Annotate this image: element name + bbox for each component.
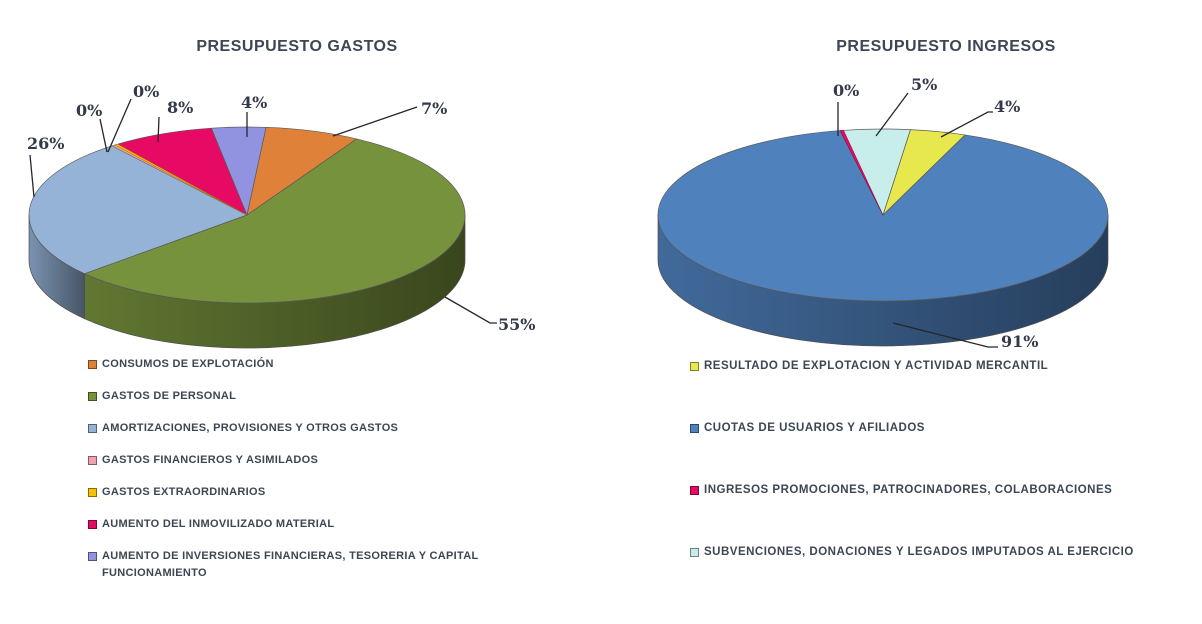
pct-label: 4% (994, 97, 1020, 116)
leader-line (332, 106, 418, 137)
pct-label: 55% (498, 315, 535, 334)
pie-slice-zero (839, 130, 884, 216)
leader-line (107, 98, 132, 153)
pie-slice-zero (114, 143, 248, 216)
legend-item: SUBVENCIONES, DONACIONES Y LEGADOS IMPUT… (690, 544, 1158, 561)
leader-line (157, 116, 160, 143)
legend-label: GASTOS EXTRAORDINARIOS (102, 486, 266, 498)
gastos-legend: CONSUMOS DE EXPLOTACIÓN GASTOS DE PERSON… (88, 356, 528, 597)
pct-label: 8% (167, 98, 193, 117)
leader-line (892, 322, 998, 348)
legend-item: GASTOS EXTRAORDINARIOS (88, 484, 528, 501)
legend-swatch (88, 424, 97, 433)
pct-label: 7% (421, 99, 447, 118)
pie-slice (210, 126, 267, 217)
legend-label: GASTOS FINANCIEROS Y ASIMILADOS (102, 454, 319, 466)
legend-label: RESULTADO DE EXPLOTACION Y ACTIVIDAD MER… (704, 360, 1049, 372)
pie-slice (657, 130, 1109, 302)
legend-item: CUOTAS DE USUARIOS Y AFILIADOS (690, 420, 1158, 437)
legend-item: GASTOS FINANCIEROS Y ASIMILADOS (88, 452, 528, 469)
pct-label: 91% (1001, 332, 1038, 351)
legend-item: RESULTADO DE EXPLOTACION Y ACTIVIDAD MER… (690, 358, 1158, 375)
legend-label: CONSUMOS DE EXPLOTACIÓN (102, 358, 274, 370)
legend-label: CUOTAS DE USUARIOS Y AFILIADOS (704, 422, 925, 434)
pct-label: 5% (911, 75, 937, 94)
legend-swatch (690, 486, 699, 495)
legend-swatch (88, 392, 97, 401)
legend-label: AUMENTO DEL INMOVILIZADO MATERIAL (102, 518, 335, 530)
legend-item: AMORTIZACIONES, PROVISIONES Y OTROS GAST… (88, 420, 528, 437)
pie-slice (83, 138, 466, 304)
leader-line (444, 296, 497, 324)
legend-label: AUMENTO DE INVERSIONES FINANCIERAS, TESO… (102, 550, 479, 579)
leader-line (940, 111, 993, 138)
legend-label: SUBVENCIONES, DONACIONES Y LEGADOS IMPUT… (704, 546, 1134, 558)
legend-swatch (690, 362, 699, 371)
legend-item: GASTOS DE PERSONAL (88, 388, 528, 405)
legend-swatch (690, 424, 699, 433)
legend-swatch (88, 488, 97, 497)
ingresos-legend: RESULTADO DE EXPLOTACION Y ACTIVIDAD MER… (690, 358, 1158, 606)
legend-swatch (88, 552, 97, 561)
legend-item: AUMENTO DEL INMOVILIZADO MATERIAL (88, 516, 528, 533)
chart-title-gastos: PRESUPUESTO GASTOS (196, 38, 398, 55)
leader-line (29, 154, 35, 198)
legend-label: GASTOS DE PERSONAL (102, 390, 237, 402)
legend-item: AUMENTO DE INVERSIONES FINANCIERAS, TESO… (88, 548, 528, 582)
pct-label: 0% (833, 81, 859, 100)
legend-swatch (88, 360, 97, 369)
pct-label: 0% (133, 82, 159, 101)
pie-slice (28, 145, 248, 275)
chart-title-ingresos: PRESUPUESTO INGRESOS (836, 38, 1056, 55)
pct-label: 26% (27, 134, 64, 153)
legend-swatch (88, 456, 97, 465)
pct-label: 0% (76, 101, 102, 120)
leader-line (99, 118, 108, 153)
legend-item: CONSUMOS DE EXPLOTACIÓN (88, 356, 528, 373)
legend-label: INGRESOS PROMOCIONES, PATROCINADORES, CO… (704, 484, 1113, 496)
legend-swatch (690, 548, 699, 557)
leader-line (875, 92, 909, 137)
legend-swatch (88, 520, 97, 529)
legend-label: AMORTIZACIONES, PROVISIONES Y OTROS GAST… (102, 422, 399, 434)
pct-label: 4% (241, 93, 267, 112)
legend-item: INGRESOS PROMOCIONES, PATROCINADORES, CO… (690, 482, 1158, 499)
